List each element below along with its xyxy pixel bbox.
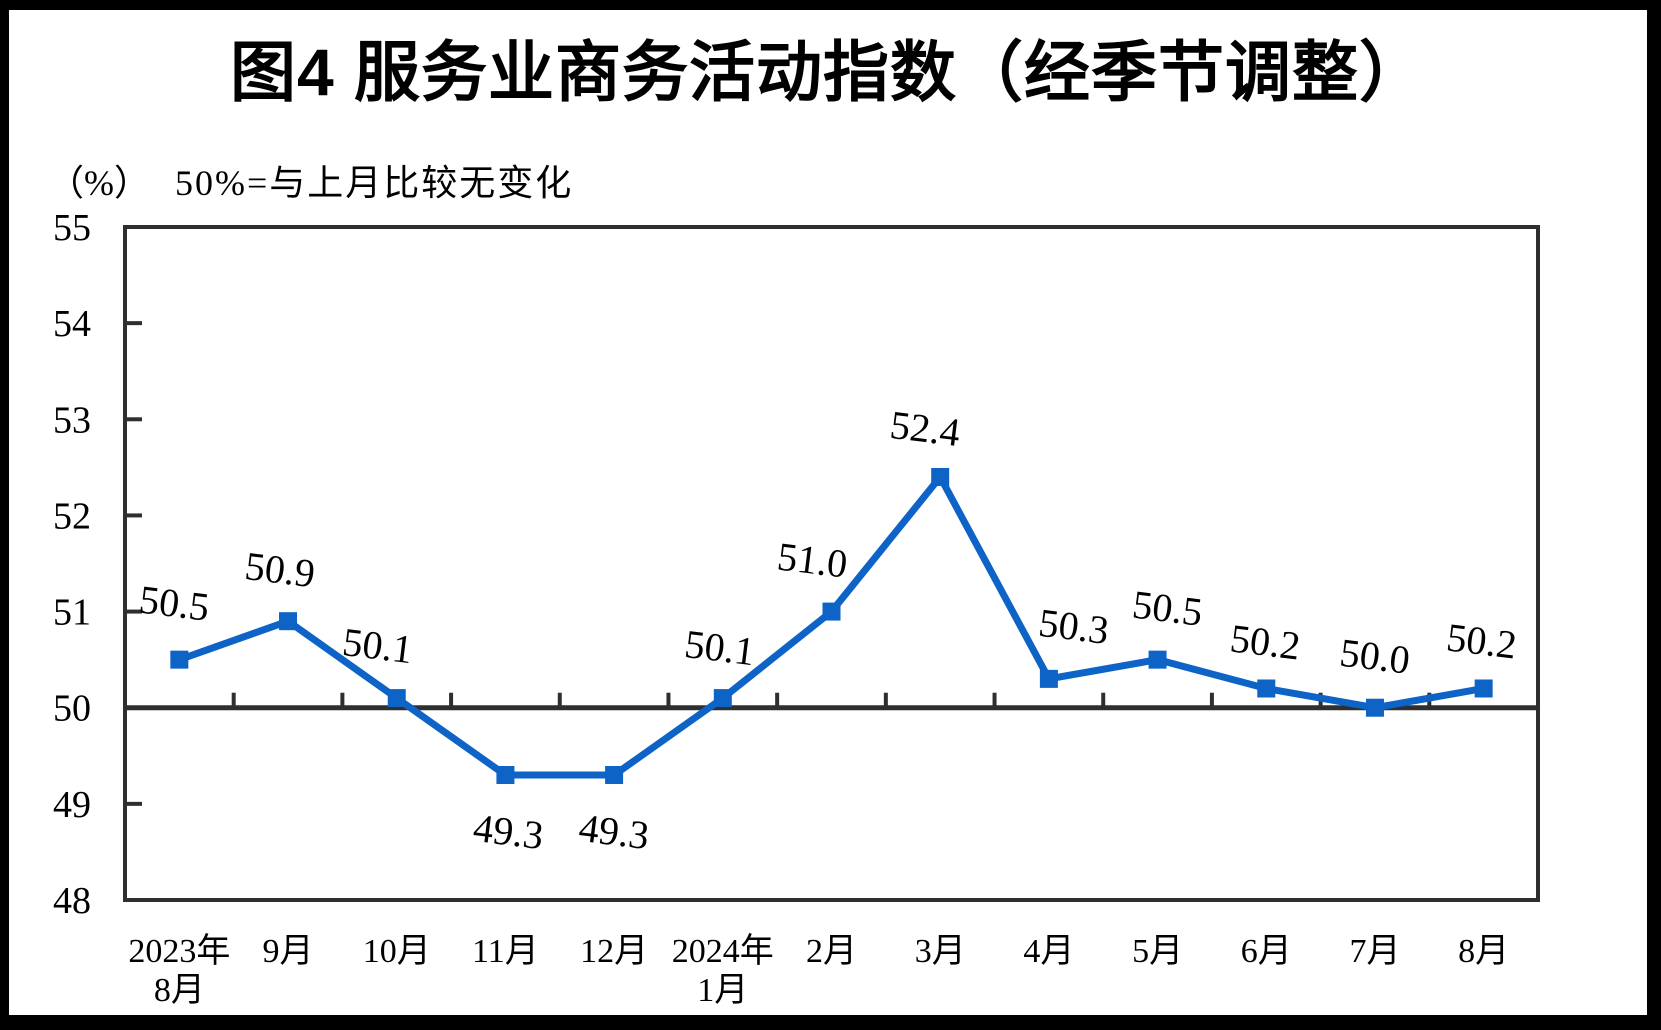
- data-point-marker: [170, 650, 189, 669]
- y-axis-label: 55: [53, 207, 91, 249]
- data-point-marker: [387, 689, 406, 708]
- y-axis-label: 52: [53, 495, 91, 537]
- x-axis-label: 2月: [806, 933, 857, 970]
- data-point-label: 50.1: [682, 621, 757, 674]
- data-point-label: 50.2: [1444, 614, 1519, 667]
- data-point-marker: [931, 467, 950, 486]
- y-axis-label: 48: [53, 880, 91, 922]
- data-point-marker: [822, 602, 841, 621]
- x-axis-label: 10月: [363, 933, 431, 970]
- data-point-label: 51.0: [775, 533, 850, 586]
- data-point-label: 50.9: [242, 543, 317, 596]
- data-point-marker: [713, 689, 732, 708]
- data-point-marker: [1148, 650, 1167, 669]
- x-axis-label: 9月: [263, 933, 314, 970]
- y-axis-unit-label: （%）: [48, 163, 150, 203]
- data-point-marker: [1474, 679, 1493, 698]
- data-point-label: 50.3: [1036, 600, 1111, 653]
- data-point-label: 52.4: [888, 402, 963, 455]
- x-axis-label: 6月: [1241, 933, 1292, 970]
- data-point-marker: [605, 766, 624, 785]
- data-point-marker: [1039, 669, 1058, 688]
- data-point-marker: [1365, 698, 1384, 717]
- data-point-label: 50.1: [340, 619, 415, 672]
- chart-page: 图4 服务业商务活动指数（经季节调整） （%） 50%=与上月比较无变化 48 49…: [9, 10, 1647, 1015]
- x-axis-label: 3月: [915, 933, 966, 970]
- x-axis-label: 12月: [580, 933, 648, 970]
- x-axis-label: 1月: [697, 972, 748, 1009]
- chart-title: 图4 服务业商务活动指数（经季节调整）: [229, 35, 1427, 109]
- data-point-label: 49.3: [471, 805, 546, 858]
- x-axis-label: 5月: [1132, 933, 1183, 970]
- chart-subtitle-row: （%） 50%=与上月比较无变化: [48, 154, 573, 206]
- y-axis-label: 53: [53, 399, 91, 441]
- x-axis-label: 11月: [472, 933, 539, 970]
- data-point-label: 50.5: [137, 577, 212, 630]
- data-point-label: 50.0: [1337, 630, 1412, 683]
- y-axis-label: 49: [53, 784, 91, 826]
- data-point-marker: [1257, 679, 1276, 698]
- data-point-label: 49.3: [577, 805, 652, 858]
- plot-frame: [123, 225, 1540, 902]
- y-axis-label: 50: [53, 688, 91, 730]
- x-axis-label: 2023年: [128, 932, 230, 970]
- data-point-marker: [496, 766, 515, 785]
- y-axis-label: 51: [53, 592, 91, 634]
- reference-line-note: 50%=与上月比较无变化: [175, 163, 574, 203]
- x-axis-label: 2024年: [672, 932, 774, 970]
- x-axis-label: 7月: [1349, 933, 1400, 970]
- x-axis-label: 4月: [1023, 933, 1074, 970]
- data-point-label: 50.2: [1228, 615, 1303, 668]
- data-point-label: 50.5: [1130, 582, 1205, 635]
- x-axis-label: 8月: [1458, 933, 1509, 970]
- data-point-marker: [279, 612, 298, 631]
- x-axis-label: 8月: [154, 972, 205, 1009]
- y-axis-label: 54: [53, 303, 91, 345]
